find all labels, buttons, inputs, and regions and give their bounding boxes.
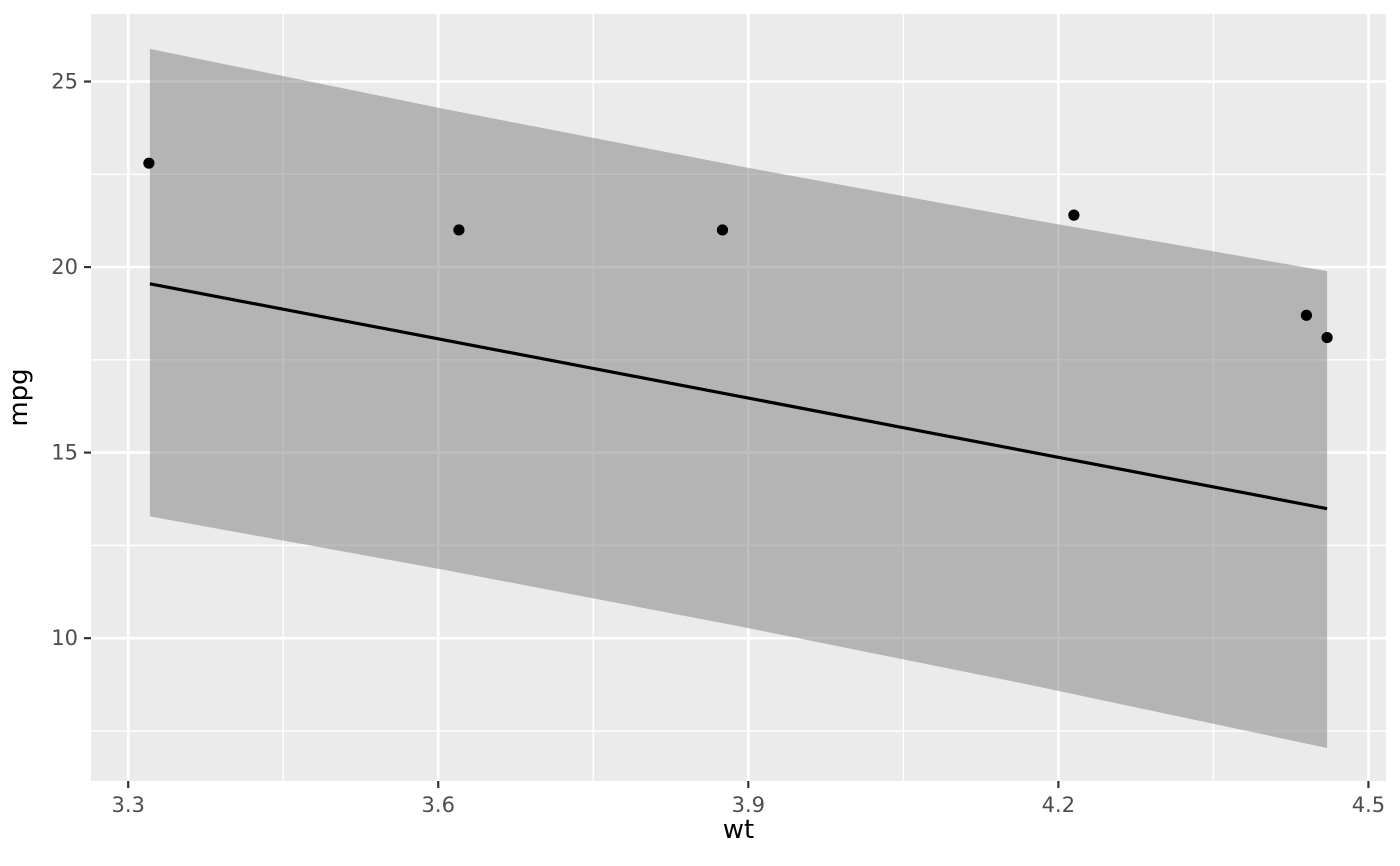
data-point [1300,309,1313,321]
regression-line [149,282,1328,511]
data-point [1068,209,1080,221]
y-tick-label: 15 [51,441,78,465]
y-axis-title: mpg [4,368,34,426]
regression-line-segment [149,282,1328,511]
confidence-band [149,48,1328,748]
x-tick-label: 3.3 [112,793,145,817]
x-tick-label: 3.9 [732,793,765,817]
data-point [1321,331,1333,344]
data-points [143,157,1333,344]
y-tick-label: 10 [51,626,78,650]
y-tick-label: 20 [51,255,78,279]
confidence-band-polygon [149,48,1328,748]
x-tick-label: 4.5 [1352,793,1385,817]
axis-tick-labels: 3.3 3.6 3.9 4.2 4.5 10 15 20 25 [51,70,1385,817]
data-point [453,224,465,236]
axis-tick-marks [84,80,1370,788]
data-point [143,157,155,169]
y-tick-label: 25 [51,70,78,94]
x-axis-title: wt [723,815,754,845]
x-tick-label: 3.6 [422,793,455,817]
x-tick-label: 4.2 [1042,793,1075,817]
data-point [716,224,729,236]
